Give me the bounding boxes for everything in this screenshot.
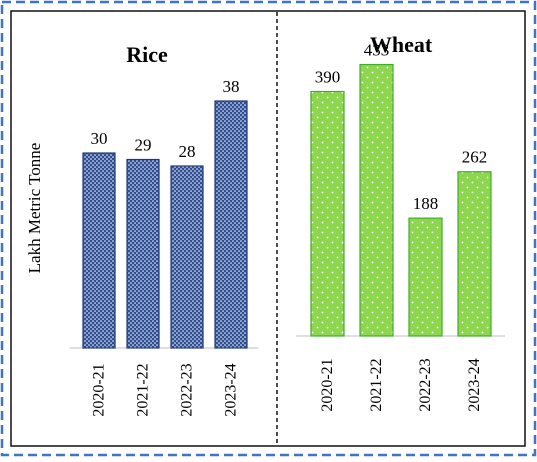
rice-bar: [126, 158, 160, 349]
rice-data-label: 38: [223, 77, 240, 96]
rice-chart-title: Rice: [126, 42, 168, 67]
rice-bar: [170, 165, 204, 349]
rice-category-label: 2022-23: [179, 363, 196, 416]
wheat-category-label: 2023-24: [466, 358, 483, 411]
wheat-bar: [310, 90, 345, 337]
rice-data-label: 28: [179, 142, 196, 161]
rice-category-label: 2020-21: [91, 363, 108, 416]
wheat-category-label: 2022-23: [417, 358, 434, 411]
wheat-bar: [359, 63, 394, 337]
rice-data-label: 30: [91, 129, 108, 148]
wheat-chart-title: Wheat: [370, 32, 433, 57]
wheat-panel: Wheat 390 2020-21 433 2021-22 188 2022-23 262 20…: [296, 32, 505, 412]
wheat-data-label: 188: [413, 194, 439, 213]
inner-frame: [10, 10, 526, 447]
rice-data-label: 29: [135, 136, 152, 155]
rice-bar: [82, 152, 116, 349]
wheat-bar: [408, 217, 443, 337]
rice-category-label: 2021-22: [135, 363, 152, 416]
wheat-bar: [457, 171, 492, 337]
wheat-data-label: 433: [364, 41, 390, 60]
wheat-data-label: 390: [315, 68, 341, 87]
wheat-data-label: 262: [462, 148, 488, 167]
rice-bar: [214, 100, 248, 349]
rice-panel: Rice 30 2020-21 29 2021-22 28 2022-23 38 2023-24: [70, 42, 258, 417]
rice-category-label: 2023-24: [223, 363, 240, 416]
wheat-category-label: 2020-21: [319, 358, 336, 411]
y-axis-label: Lakh Metric Tonne: [25, 143, 44, 274]
wheat-category-label: 2021-22: [368, 358, 385, 411]
